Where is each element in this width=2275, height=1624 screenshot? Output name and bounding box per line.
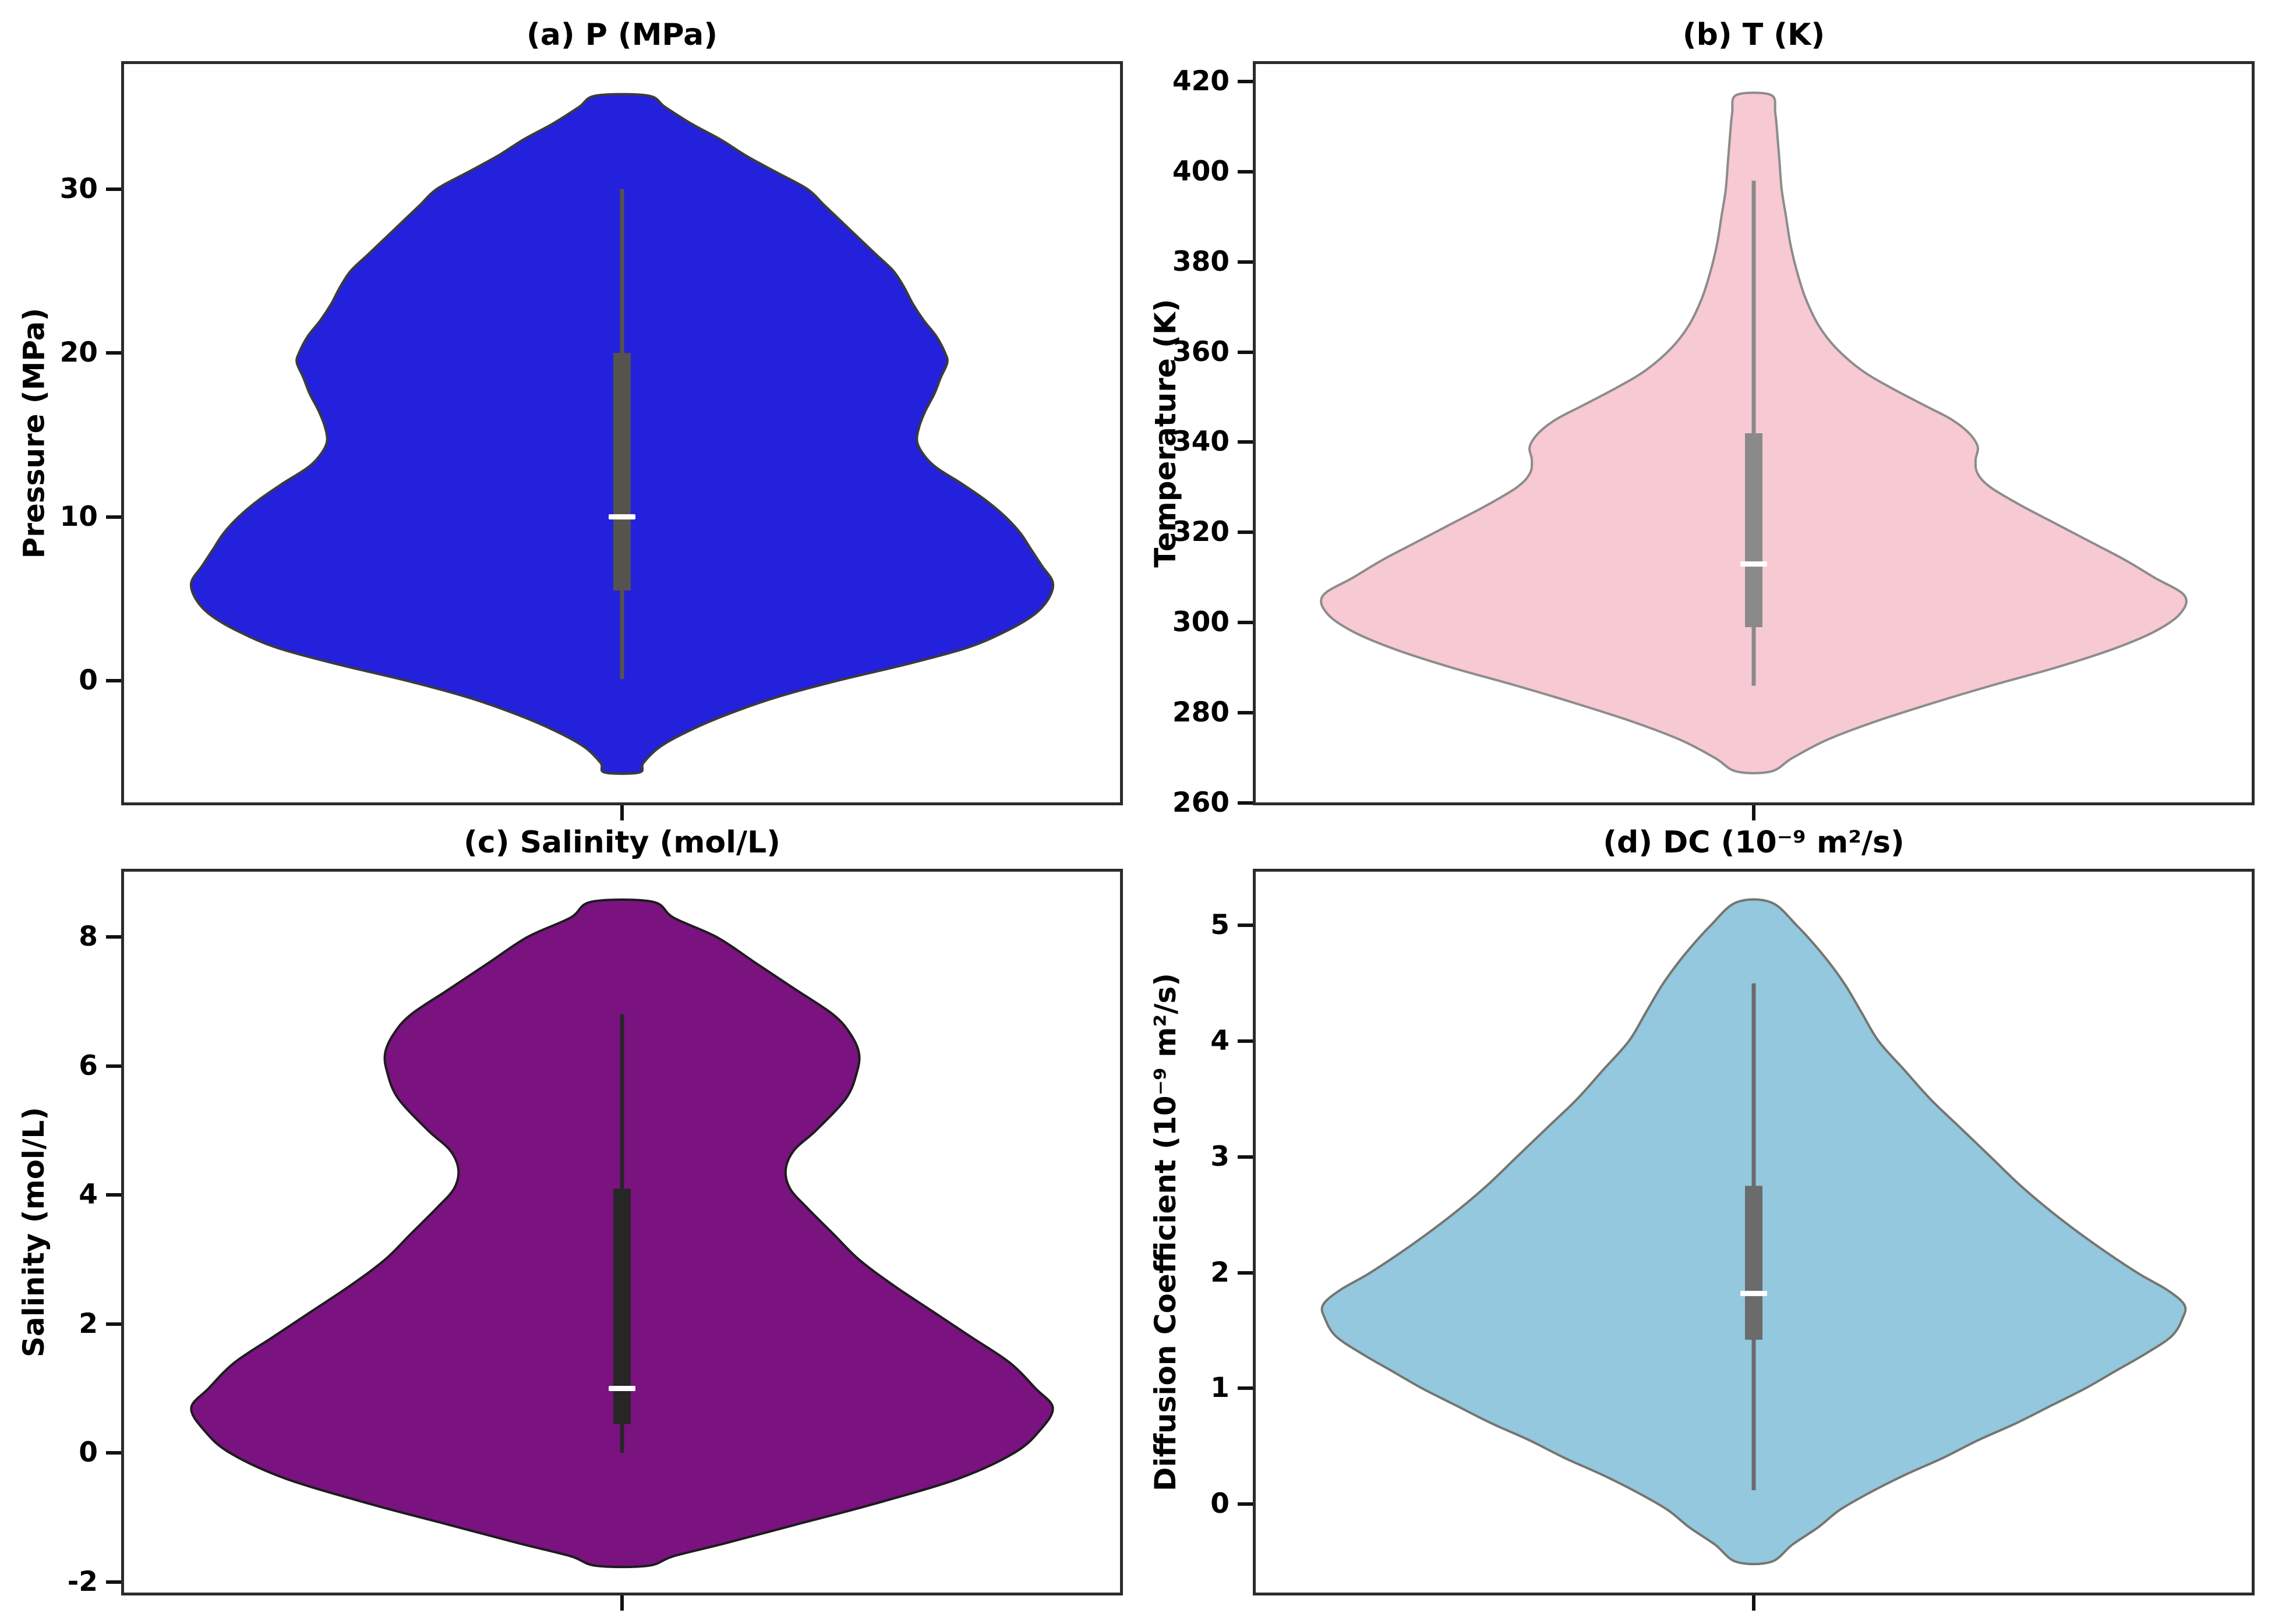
y-tick-mark [1238,260,1253,264]
panel-a-title: (a) P (MPa) [526,17,718,52]
y-tick-label: 340 [1172,426,1230,458]
y-tick-mark [1238,1039,1253,1043]
y-tick-mark [1238,1271,1253,1275]
y-tick-mark [106,1064,121,1068]
panel-a-xtick [620,805,624,820]
iqr-box-a [613,353,631,591]
panel-salinity: (c) Salinity (mol/L) Salinity (mol/L) -2… [17,826,1123,1611]
median-line-d [1740,1290,1767,1296]
y-tick-mark [1238,1155,1253,1159]
y-tick-label: 400 [1172,155,1230,187]
y-tick-label: 300 [1172,606,1230,639]
y-tick-mark [1238,711,1253,715]
panel-temperature: (b) T (K) Temperature (K) 260 280 300 320 34… [1149,18,2255,820]
axes-spines-a [121,61,1123,805]
y-tick-label: 20 [59,337,98,369]
y-tick-label: 4 [79,1179,98,1211]
y-tick-mark [1238,79,1253,83]
iqr-box-b [1745,433,1762,628]
panel-b-xtick [1752,805,1755,820]
iqr-box-d [1745,1186,1762,1340]
panel-c-violin-plot [121,869,1123,1595]
y-tick-label: 2 [1210,1256,1230,1289]
y-tick-label: 360 [1172,335,1230,368]
y-tick-mark [106,935,121,939]
y-tick-label: 0 [79,664,98,697]
y-tick-mark [106,1322,121,1326]
y-tick-mark [1238,621,1253,625]
y-tick-label: 280 [1172,696,1230,729]
y-tick-mark [1238,924,1253,928]
panel-b-violin-plot [1253,61,2255,805]
y-tick-label: 0 [79,1437,98,1469]
median-line-b [1740,561,1767,567]
y-tick-mark [106,351,121,355]
panel-pressure: (a) P (MPa) Pressure (MPa) 0 10 20 30 [17,18,1123,820]
y-tick-label: 260 [1172,787,1230,819]
y-tick-mark [1238,801,1253,805]
panel-d-title: (d) DC (10⁻⁹ m²/s) [1603,825,1905,860]
y-tick-label: 10 [59,500,98,533]
axes-spines-b [1253,61,2255,805]
panel-d-violin-plot [1253,869,2255,1595]
panel-d-ylabel-wrap: Diffusion Coefficient (10⁻⁹ m²/s) [1147,869,1184,1595]
y-tick-mark [1238,350,1253,354]
y-tick-label: 4 [1210,1025,1230,1057]
y-tick-label: 1 [1210,1372,1230,1404]
panel-a-violin-plot [121,61,1123,805]
panel-d-xtick [1752,1595,1755,1611]
y-tick-label: 2 [79,1307,98,1340]
y-tick-label: 3 [1210,1140,1230,1173]
median-line-a [609,514,635,520]
panel-diffusion: (d) DC (10⁻⁹ m²/s) Diffusion Coefficient… [1149,826,2255,1611]
y-tick-mark [1238,1386,1253,1391]
y-tick-mark [106,679,121,683]
y-tick-label: 5 [1210,909,1230,942]
y-tick-label: 8 [79,921,98,953]
y-tick-mark [1238,169,1253,174]
y-tick-label: 380 [1172,245,1230,278]
panel-b-title: (b) T (K) [1682,17,1825,52]
panel-c-ylabel-wrap: Salinity (mol/L) [15,869,52,1595]
y-tick-label: 6 [79,1049,98,1082]
iqr-box-c [613,1188,631,1424]
y-tick-mark [1238,1502,1253,1506]
y-tick-label: 420 [1172,65,1230,97]
median-line-c [609,1386,635,1392]
axes-spines-d [1253,869,2255,1595]
panel-c-title: (c) Salinity (mol/L) [464,825,780,860]
y-tick-label: 320 [1172,516,1230,549]
y-tick-label: 0 [1210,1488,1230,1520]
y-tick-mark [1238,440,1253,444]
y-tick-mark [1238,530,1253,535]
y-tick-mark [106,1193,121,1197]
axes-spines-c [121,869,1123,1595]
y-tick-mark [106,1580,121,1584]
y-tick-label: -2 [67,1565,98,1598]
y-tick-label: 30 [59,172,98,205]
panel-c-xtick [620,1595,624,1611]
y-tick-mark [106,1451,121,1455]
y-tick-mark [106,187,121,191]
y-tick-mark [106,515,121,519]
